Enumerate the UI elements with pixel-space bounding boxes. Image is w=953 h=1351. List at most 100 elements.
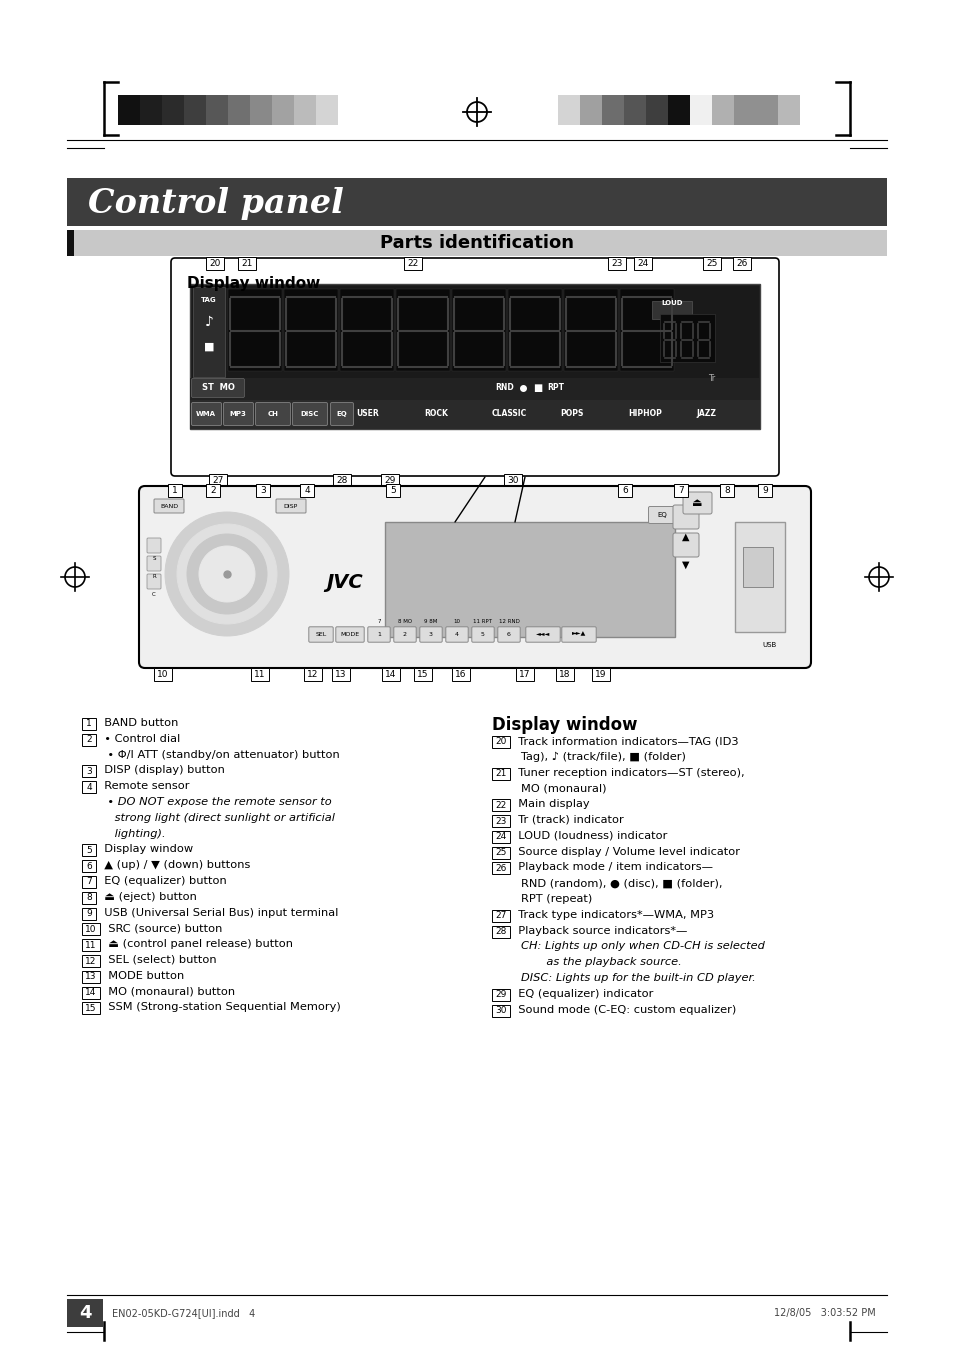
Text: 14: 14 [85,988,96,997]
FancyBboxPatch shape [330,403,354,426]
Text: 12/8/05   3:03:52 PM: 12/8/05 3:03:52 PM [774,1308,875,1319]
Text: BAND: BAND [160,504,178,508]
Text: 5: 5 [480,631,484,636]
Text: Display window: Display window [492,716,637,734]
Bar [492,736,510,748]
Text: 2: 2 [210,486,215,494]
Bar [492,831,510,843]
Text: 4: 4 [79,1304,91,1323]
Text: 1: 1 [86,720,91,728]
Bar [601,95,623,126]
Text: 4: 4 [304,486,310,494]
Bar [395,289,450,372]
Bar [452,667,470,681]
Circle shape [177,524,276,624]
Text: 12 RND: 12 RND [498,619,518,624]
Text: Remote sensor: Remote sensor [97,781,190,792]
Text: 15: 15 [85,1004,96,1013]
FancyBboxPatch shape [335,627,364,642]
Text: ♪: ♪ [204,315,213,330]
Bar [778,95,800,126]
Text: 11: 11 [85,940,96,950]
Text: 23: 23 [611,259,622,267]
Bar [702,257,720,270]
Text: 25: 25 [705,259,717,267]
Bar [153,667,172,681]
FancyBboxPatch shape [139,486,810,667]
Text: 12: 12 [85,957,96,966]
Bar [742,547,772,586]
Text: LOUD (loudness) indicator: LOUD (loudness) indicator [511,831,667,840]
Bar [250,95,272,126]
Bar [711,95,733,126]
Bar [82,844,96,857]
Text: 8 MO: 8 MO [397,619,412,624]
Text: 21: 21 [241,259,253,267]
Text: SSM (Strong-station Sequential Memory): SSM (Strong-station Sequential Memory) [101,1002,340,1012]
Text: Source display / Volume level indicator: Source display / Volume level indicator [511,847,740,857]
Text: 29: 29 [495,990,506,1000]
Text: MODE: MODE [340,631,359,636]
Text: 10: 10 [85,925,96,934]
Text: 5: 5 [390,486,395,494]
Text: 24: 24 [495,832,506,842]
Bar [206,95,228,126]
Bar [732,257,750,270]
Text: 20: 20 [209,259,220,267]
FancyBboxPatch shape [561,627,596,642]
Bar [184,95,206,126]
FancyBboxPatch shape [147,574,161,589]
FancyBboxPatch shape [525,627,559,642]
Text: Tag), ♪ (track/file), ■ (folder): Tag), ♪ (track/file), ■ (folder) [492,751,685,762]
Text: 6: 6 [507,631,511,636]
Bar [284,289,337,372]
Bar [492,1005,510,1016]
Text: 9: 9 [761,486,767,494]
Text: Tuner reception indicators—ST (stereo),: Tuner reception indicators—ST (stereo), [511,767,744,778]
Bar [193,286,225,377]
FancyBboxPatch shape [255,403,291,426]
Bar [385,521,675,638]
Bar [503,474,521,486]
Text: USER: USER [355,409,378,419]
FancyBboxPatch shape [293,403,327,426]
Bar [579,95,601,126]
Text: EN02-05KD-G724[UI].indd   4: EN02-05KD-G724[UI].indd 4 [112,1308,255,1319]
Text: strong light (direct sunlight or artificial: strong light (direct sunlight or artific… [82,813,335,823]
Circle shape [165,512,289,636]
Bar [82,875,96,888]
FancyBboxPatch shape [171,258,779,476]
Bar [299,484,314,497]
Bar [162,95,184,126]
Text: lighting).: lighting). [82,828,166,839]
Text: 22: 22 [495,801,506,809]
Bar [82,717,96,730]
Bar [381,667,399,681]
Text: EQ (equalizer) indicator: EQ (equalizer) indicator [511,989,653,998]
Text: 8: 8 [86,893,91,902]
Text: 3: 3 [86,767,91,775]
Bar [140,95,162,126]
Bar [82,986,100,998]
Bar [734,521,784,632]
Text: DISP: DISP [284,504,297,508]
Text: 25: 25 [495,848,506,857]
Bar [659,313,714,362]
Text: 17: 17 [518,670,530,680]
Text: CLASSIC: CLASSIC [492,409,527,419]
Text: 11: 11 [254,670,266,680]
Text: ST  MO: ST MO [201,384,234,393]
Bar [667,95,689,126]
Text: 20: 20 [495,738,506,747]
Bar [82,861,96,873]
FancyBboxPatch shape [419,627,442,642]
Text: ▲: ▲ [681,532,689,542]
Text: HIPHOP: HIPHOP [627,409,661,419]
Bar [720,484,733,497]
Text: 28: 28 [336,476,347,485]
Bar [82,1002,100,1015]
Bar [492,925,510,938]
Text: 12: 12 [307,670,318,680]
Bar [168,484,182,497]
Text: 26: 26 [736,259,747,267]
